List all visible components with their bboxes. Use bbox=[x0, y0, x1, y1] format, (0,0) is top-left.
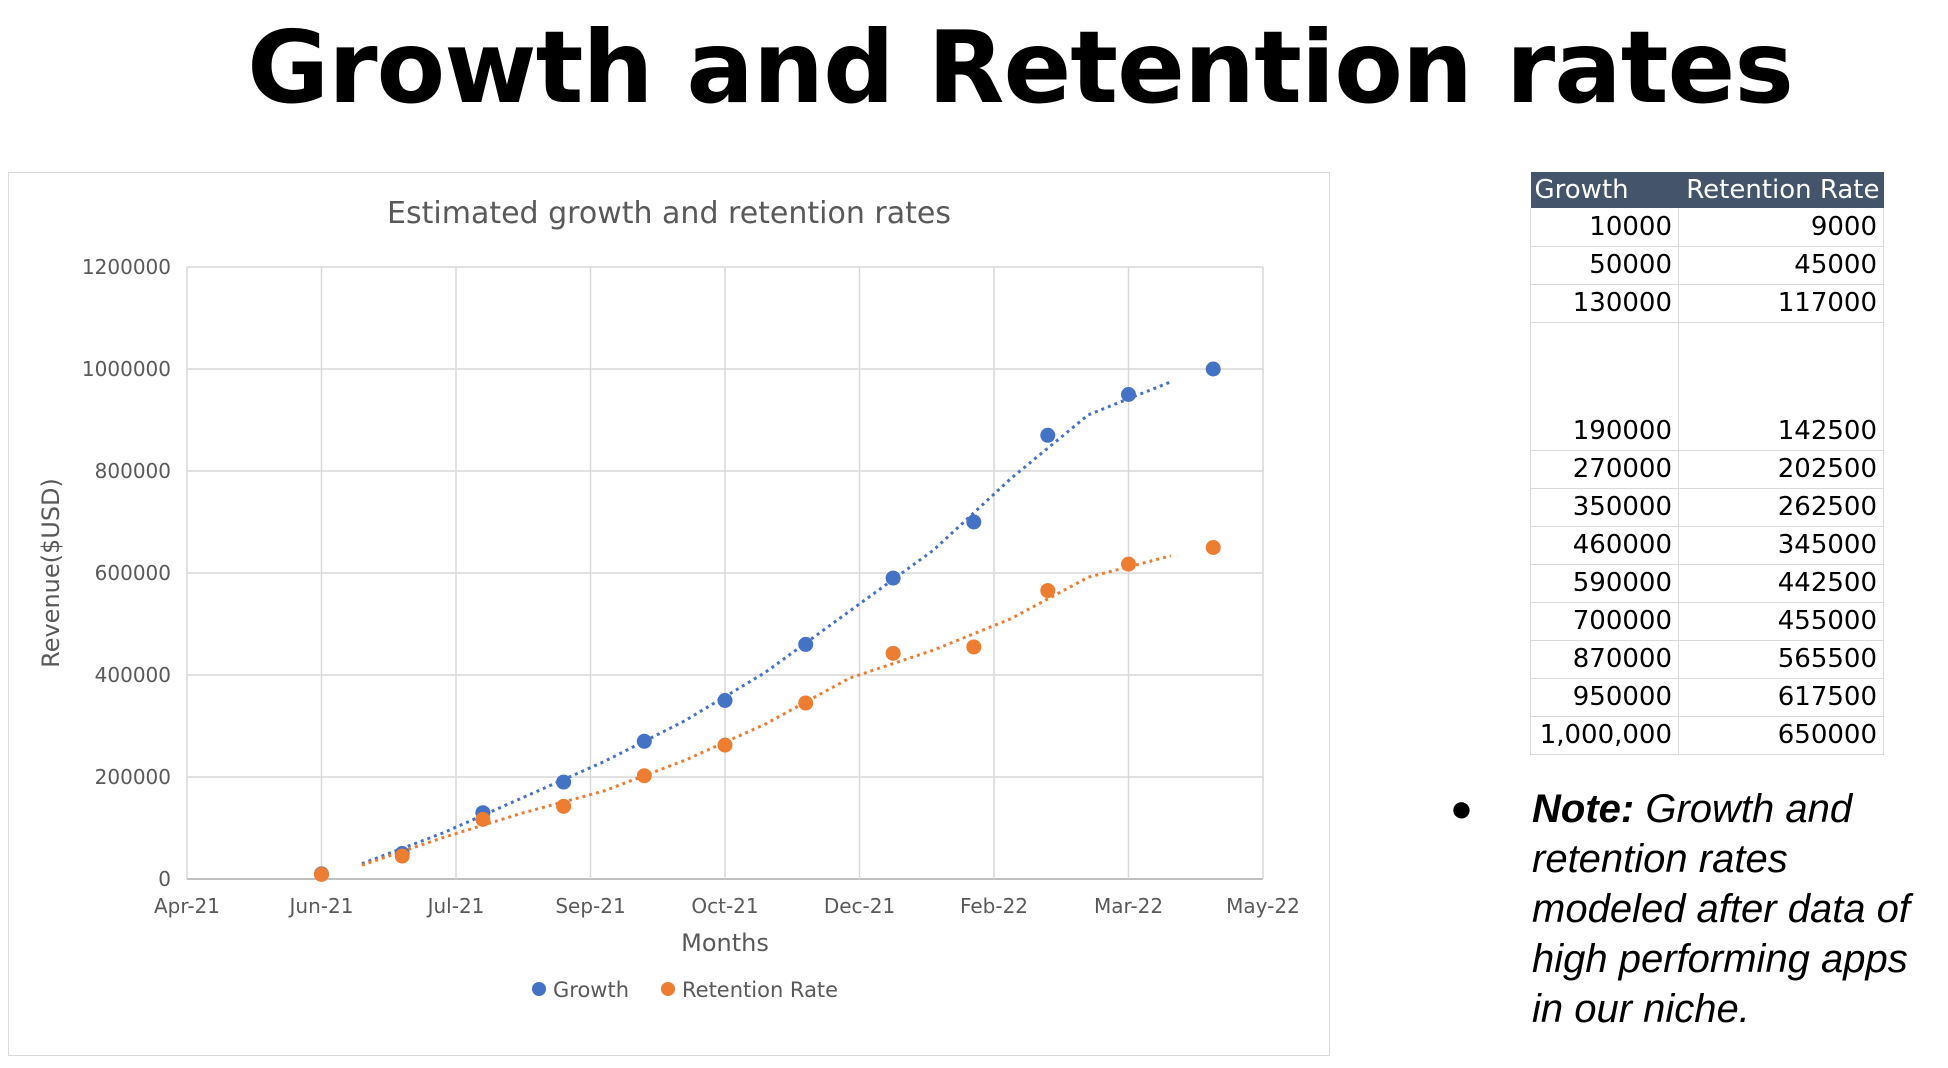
data-point-growth bbox=[717, 693, 733, 708]
x-tick-label: May-22 bbox=[1226, 894, 1300, 918]
growth-cell: 10000 bbox=[1529, 208, 1680, 247]
y-axis-title: Revenue($USD) bbox=[37, 478, 65, 668]
x-tick-label: Mar-22 bbox=[1094, 894, 1163, 918]
data-table: Growth Retention Rate 10000 9000 50000 4500… bbox=[1529, 172, 1884, 755]
growth-cell: 50000 bbox=[1529, 246, 1680, 285]
table-row: 460000 345000 bbox=[1529, 526, 1884, 565]
note-label: Note: bbox=[1532, 787, 1635, 831]
x-tick-label: Feb-22 bbox=[960, 894, 1028, 918]
table-header-retention: Retention Rate bbox=[1678, 172, 1884, 208]
data-point-retention-rate bbox=[556, 798, 572, 814]
legend-marker bbox=[661, 982, 675, 996]
table-row: 190000 142500 bbox=[1529, 412, 1884, 451]
x-tick-label: Oct-21 bbox=[691, 894, 758, 918]
y-tick-label: 1000000 bbox=[82, 357, 171, 381]
data-point-growth bbox=[885, 570, 901, 586]
x-tick-label: Jun-21 bbox=[288, 894, 354, 918]
growth-cell: 700000 bbox=[1529, 602, 1680, 641]
data-point-retention-rate bbox=[636, 768, 652, 784]
retention-cell: 9000 bbox=[1678, 208, 1884, 247]
note-text: Growth and retention rates modeled after… bbox=[1532, 787, 1911, 1031]
growth-cell: 870000 bbox=[1529, 640, 1680, 679]
data-point-growth bbox=[1205, 361, 1221, 377]
table-row: 130000 117000 bbox=[1529, 284, 1884, 323]
data-point-retention-rate bbox=[394, 848, 410, 864]
retention-cell: 617500 bbox=[1678, 678, 1884, 717]
x-tick-label: Jul-21 bbox=[426, 894, 485, 918]
trendline-growth bbox=[361, 380, 1172, 866]
y-tick-label: 0 bbox=[158, 867, 171, 891]
data-point-retention-rate bbox=[1121, 556, 1136, 572]
retention-cell: 202500 bbox=[1678, 450, 1884, 489]
table-row: 590000 442500 bbox=[1529, 564, 1884, 603]
data-point-growth bbox=[798, 636, 814, 652]
growth-cell: 350000 bbox=[1529, 488, 1680, 527]
retention-cell: 442500 bbox=[1678, 564, 1884, 603]
y-tick-label: 1200000 bbox=[82, 255, 171, 279]
y-tick-label: 200000 bbox=[95, 765, 171, 789]
x-axis-title: Months bbox=[681, 929, 769, 957]
data-point-growth bbox=[966, 514, 982, 530]
growth-cell: 190000 bbox=[1529, 412, 1680, 451]
chart-title: Estimated growth and retention rates bbox=[387, 196, 951, 231]
legend-marker bbox=[532, 982, 546, 996]
data-point-growth bbox=[1040, 427, 1056, 443]
growth-retention-chart: Estimated growth and retention rates 0 200… bbox=[37, 196, 1300, 1002]
y-tick-label: 800000 bbox=[95, 459, 171, 483]
y-tick-label: 600000 bbox=[95, 561, 171, 585]
table-gap-cell bbox=[1678, 322, 1884, 412]
table-gap-cell bbox=[1529, 322, 1680, 412]
retention-cell: 345000 bbox=[1678, 526, 1884, 565]
retention-cell: 262500 bbox=[1678, 488, 1884, 527]
note-text-block: Note: Growth and retention rates modeled… bbox=[1532, 784, 1940, 1034]
growth-cell: 590000 bbox=[1529, 564, 1680, 603]
x-tick-label: Apr-21 bbox=[154, 894, 220, 918]
table-row: 350000 262500 bbox=[1529, 488, 1884, 527]
table-row: 700000 455000 bbox=[1529, 602, 1884, 641]
retention-cell: 455000 bbox=[1678, 602, 1884, 641]
data-point-growth bbox=[1121, 387, 1136, 402]
table-row: 950000 617500 bbox=[1529, 678, 1884, 717]
growth-cell: 130000 bbox=[1529, 284, 1680, 323]
chart-frame: Estimated growth and retention rates 0 200… bbox=[8, 172, 1330, 1056]
table-row: 870000 565500 bbox=[1529, 640, 1884, 679]
retention-cell: 565500 bbox=[1678, 640, 1884, 679]
growth-cell: 1,000,000 bbox=[1529, 716, 1680, 755]
data-point-retention-rate bbox=[717, 737, 733, 753]
retention-cell: 117000 bbox=[1678, 284, 1884, 323]
y-tick-label: 400000 bbox=[95, 663, 171, 687]
table-row: 50000 45000 bbox=[1529, 246, 1884, 285]
growth-cell: 950000 bbox=[1529, 678, 1680, 717]
legend-label: Growth bbox=[553, 978, 629, 1002]
data-point-retention-rate bbox=[885, 645, 901, 661]
data-point-retention-rate bbox=[1205, 540, 1221, 555]
data-point-retention-rate bbox=[1040, 583, 1056, 599]
retention-cell: 45000 bbox=[1678, 246, 1884, 285]
growth-cell: 460000 bbox=[1529, 526, 1680, 565]
data-point-retention-rate bbox=[966, 639, 982, 655]
table-header-growth: Growth bbox=[1530, 172, 1679, 208]
bullet-icon: ● bbox=[1450, 788, 1473, 830]
retention-cell: 142500 bbox=[1678, 412, 1884, 451]
data-point-retention-rate bbox=[798, 695, 814, 711]
table-header-row: Growth Retention Rate bbox=[1530, 172, 1884, 208]
table-row: 1,000,000 650000 bbox=[1529, 716, 1884, 755]
retention-cell: 650000 bbox=[1678, 716, 1884, 755]
table-gap-row bbox=[1529, 322, 1884, 412]
data-point-growth bbox=[556, 774, 572, 790]
growth-cell: 270000 bbox=[1529, 450, 1680, 489]
table-row: 270000 202500 bbox=[1529, 450, 1884, 489]
trendline-retention-rate bbox=[361, 554, 1172, 867]
x-tick-label: Dec-21 bbox=[824, 894, 895, 918]
data-point-retention-rate bbox=[314, 866, 329, 882]
note: ● Note: Growth and retention rates model… bbox=[1450, 784, 1940, 1034]
data-point-growth bbox=[636, 733, 652, 749]
x-tick-label: Sep-21 bbox=[555, 894, 625, 918]
slide-title: Growth and Retention rates bbox=[247, 9, 1794, 126]
table-row: 10000 9000 bbox=[1529, 208, 1884, 247]
legend-label: Retention Rate bbox=[682, 978, 838, 1002]
data-point-retention-rate bbox=[475, 811, 491, 827]
